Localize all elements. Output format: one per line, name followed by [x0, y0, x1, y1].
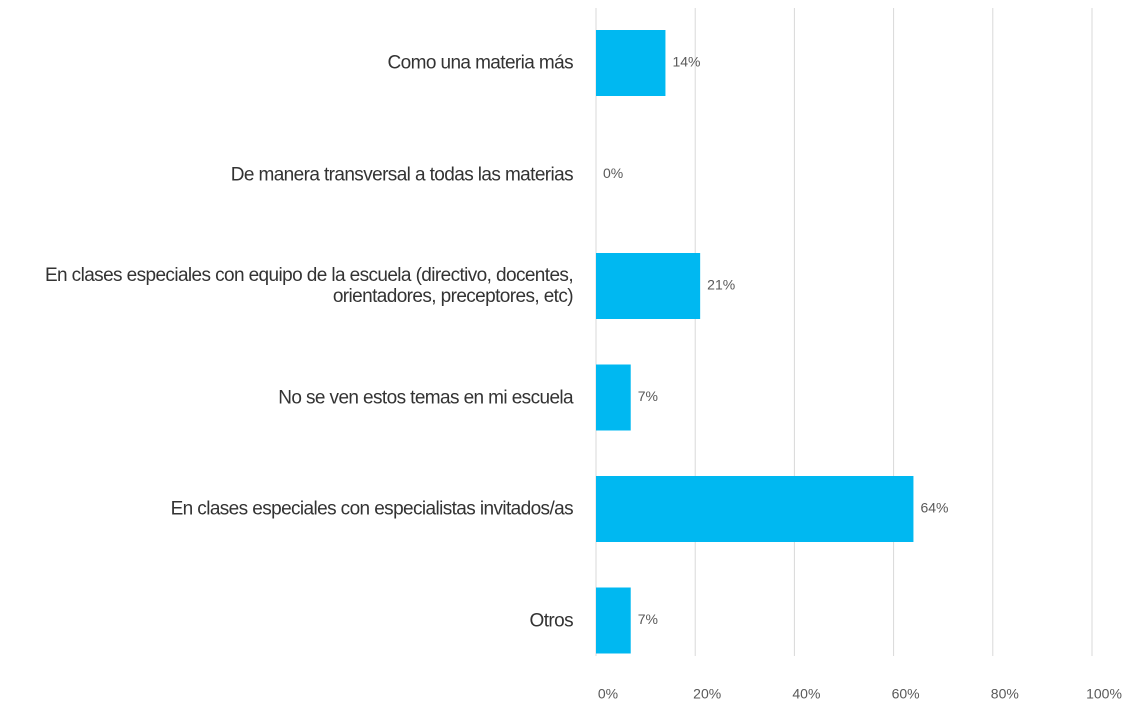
value-label: 0%	[603, 165, 623, 181]
bar	[596, 364, 631, 431]
category-label: No se ven estos temas en mi escuela	[278, 387, 573, 408]
x-tick-label: 0%	[598, 686, 618, 702]
x-tick-label: 40%	[792, 686, 820, 702]
bar	[596, 253, 701, 319]
bar	[596, 476, 914, 542]
x-tick-label: 80%	[991, 686, 1019, 702]
category-label: En clases especiales con especialistas i…	[170, 498, 574, 520]
category-label: En clases especiales con equipo de la es…	[44, 265, 574, 307]
x-tick-label: 100%	[1086, 686, 1122, 702]
category-label: De manera transversal a todas las materi…	[230, 164, 574, 185]
value-label: 7%	[638, 388, 658, 404]
x-tick-label: 60%	[892, 686, 920, 702]
bar	[596, 30, 666, 96]
value-label: 64%	[920, 500, 948, 516]
value-label: 14%	[672, 54, 700, 70]
x-tick-label: 20%	[693, 686, 721, 702]
category-label: Como una materia más	[387, 52, 574, 74]
bar	[596, 587, 631, 654]
value-label: 21%	[707, 277, 735, 293]
category-label: Otros	[529, 610, 574, 631]
value-label: 7%	[638, 611, 658, 627]
